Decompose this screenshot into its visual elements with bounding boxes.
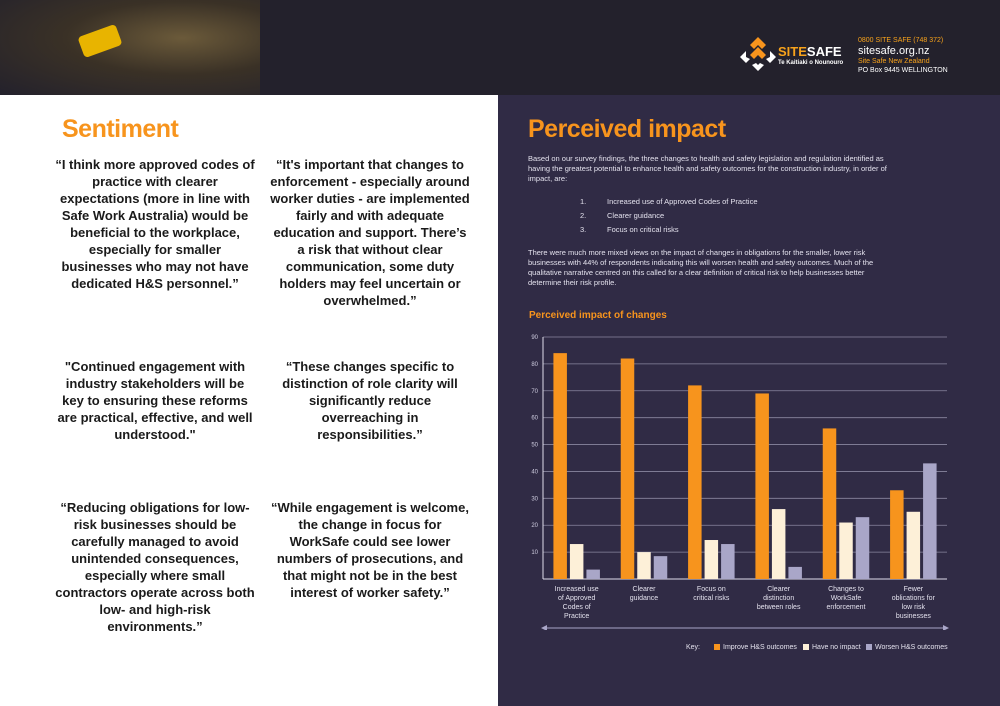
impact-title: Perceived impact <box>528 115 726 143</box>
y-tick-label: 60 <box>531 416 538 422</box>
excavator-photo <box>0 0 260 95</box>
bar-worsen <box>721 544 735 579</box>
org-name: Site Safe New Zealand <box>858 58 930 65</box>
bar-worsen <box>788 566 802 579</box>
bar-improve <box>620 358 635 579</box>
quote: “While engagement is welcome, the change… <box>271 500 469 600</box>
list-item: 1. Increased use of Approved Codes of Pra… <box>580 197 758 206</box>
bar-no-impact <box>637 552 651 579</box>
list-item: 3. Focus on critical risks <box>580 225 679 234</box>
bar-worsen <box>855 517 870 579</box>
logo-text: SITESAFE <box>778 44 842 59</box>
legend-key-label: Key: <box>686 644 701 651</box>
bar-worsen <box>653 556 668 579</box>
bar-no-impact <box>569 544 584 579</box>
y-tick-label: 80 <box>531 362 538 368</box>
bar-improve <box>890 490 904 579</box>
bar-no-impact <box>839 522 853 579</box>
x-tick-label: Increased use of Approved Codes of Practice <box>555 586 599 620</box>
bar-no-impact <box>704 540 719 579</box>
x-tick-label: Clearer guidance <box>630 586 659 602</box>
impact-panel <box>498 95 1000 706</box>
bar-improve <box>755 393 769 579</box>
website-link[interactable]: sitesafe.org.nz <box>858 45 930 57</box>
contact-block: 0800 SITE SAFE (748 372) sitesafe.org.nz… <box>858 36 948 75</box>
list-item: 2. Clearer guidance <box>580 211 665 220</box>
phone: 0800 SITE SAFE (748 372) <box>858 37 944 44</box>
bar-improve <box>822 428 837 579</box>
y-tick-label: 90 <box>531 335 538 341</box>
bar-no-impact <box>906 511 921 579</box>
x-tick-label: Focus on critical risks <box>693 586 730 602</box>
header: SITESAFE Te Kaitiaki o Nounouro 0800 SIT… <box>0 0 1000 95</box>
quote: "Continued engagement with industry stak… <box>57 359 253 442</box>
intro-text: Based on our survey findings, the three … <box>528 154 887 183</box>
quote: “I think more approved codes of practice… <box>55 157 255 291</box>
legend-no-impact: Have no impact <box>803 644 861 651</box>
address: PO Box 9445 WELLINGTON <box>858 67 948 74</box>
y-tick-label: 30 <box>531 496 538 502</box>
excavator-icon <box>77 23 123 59</box>
bar-worsen <box>923 463 937 579</box>
sentiment-title: Sentiment <box>62 115 179 143</box>
bar-no-impact <box>771 509 786 579</box>
y-tick-label: 50 <box>531 443 538 449</box>
logo-tagline: Te Kaitiaki o Nounouro <box>778 60 844 66</box>
legend-improve: Improve H&S outcomes <box>714 644 797 651</box>
quote: “It's important that changes to enforcem… <box>270 157 470 308</box>
sitesafe-logo-icon <box>740 37 776 71</box>
x-tick-label: Changes to WorkSafe enforcement <box>827 586 866 611</box>
quote: “Reducing obligations for low-risk busin… <box>55 500 255 634</box>
body-text: There were much more mixed views on the … <box>528 248 874 287</box>
bar-improve <box>553 353 567 579</box>
y-tick-label: 70 <box>531 389 538 395</box>
x-tick-label: Clearer distinction between roles <box>757 586 801 611</box>
y-tick-label: 20 <box>531 523 538 529</box>
chart-title: Perceived impact of changes <box>529 310 667 321</box>
y-tick-label: 10 <box>531 550 538 556</box>
bar-improve <box>688 385 702 579</box>
legend-worsen: Worsen H&S outcomes <box>866 644 948 651</box>
y-tick-label: 40 <box>531 469 538 475</box>
bar-chart: 10 20 30 40 50 60 70 80 90 Increased use of Approv… <box>531 335 949 630</box>
x-tick-label: Fewer oblications for low risk businesses <box>892 586 936 620</box>
quote: “These changes specific to distinction o… <box>282 359 458 442</box>
bar-worsen <box>586 569 600 579</box>
